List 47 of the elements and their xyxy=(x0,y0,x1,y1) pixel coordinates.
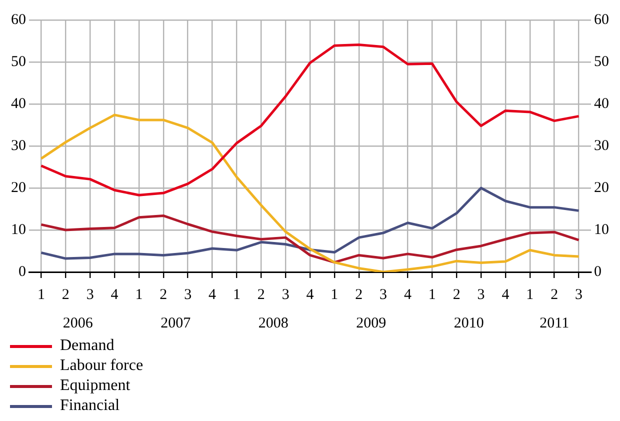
y2-tick-label: 50 xyxy=(594,54,609,70)
x-tick-label: 1 xyxy=(526,286,534,303)
x-tick-label: 4 xyxy=(306,286,314,303)
x-tick-label: 1 xyxy=(330,286,338,303)
y2-tick-label: 0 xyxy=(594,264,602,280)
x-tick-label: 3 xyxy=(282,286,290,303)
y-tick-label: 60 xyxy=(11,12,26,28)
x-tick-label: 3 xyxy=(380,286,388,303)
x-tick-label: 4 xyxy=(208,286,217,303)
x-tick-label: 3 xyxy=(184,286,192,303)
y2-tick-label: 30 xyxy=(594,138,609,154)
y2-tick-label: 10 xyxy=(594,222,609,238)
y-tick-label: 50 xyxy=(11,54,26,70)
text: 2008 xyxy=(258,315,288,332)
legend-label: Demand xyxy=(60,337,114,355)
x-tick-label: 2 xyxy=(257,286,265,303)
text: 2007 xyxy=(160,315,192,332)
x-tick-label: 3 xyxy=(477,286,485,303)
y2-tick-label: 40 xyxy=(594,96,609,112)
y-tick-label: 0 xyxy=(18,264,26,280)
legend-label: Equipment xyxy=(60,377,130,395)
y-tick-label: 10 xyxy=(11,222,26,238)
x-tick-label: 1 xyxy=(37,286,45,303)
x-tick-label: 3 xyxy=(86,286,94,303)
x-tick-label: 2 xyxy=(452,286,460,303)
text: 2010 xyxy=(454,315,484,332)
x-tick-label: 4 xyxy=(404,286,412,303)
y-tick-label: 20 xyxy=(11,180,26,196)
x-tick-label: 2 xyxy=(355,286,363,303)
text: 2006 xyxy=(62,315,94,332)
x-tick-label: 4 xyxy=(502,286,510,303)
text: 2011 xyxy=(540,315,570,332)
x-tick-label: 1 xyxy=(135,286,143,303)
text: 2009 xyxy=(356,315,386,332)
y-tick-label: 30 xyxy=(11,138,26,154)
legend-label: Financial xyxy=(60,397,120,415)
x-tick-label: 3 xyxy=(575,286,583,303)
x-tick-label: 2 xyxy=(160,286,168,303)
x-tick-label: 1 xyxy=(232,286,240,303)
x-tick-label: 2 xyxy=(550,286,558,303)
y2-tick-label: 20 xyxy=(594,180,609,196)
x-tick-label: 1 xyxy=(428,286,436,303)
x-tick-label: 2 xyxy=(62,286,70,303)
legend-label: Labour force xyxy=(60,357,144,375)
y2-tick-label: 60 xyxy=(594,12,609,28)
y-tick-label: 40 xyxy=(11,96,26,112)
x-tick-label: 4 xyxy=(110,286,119,303)
